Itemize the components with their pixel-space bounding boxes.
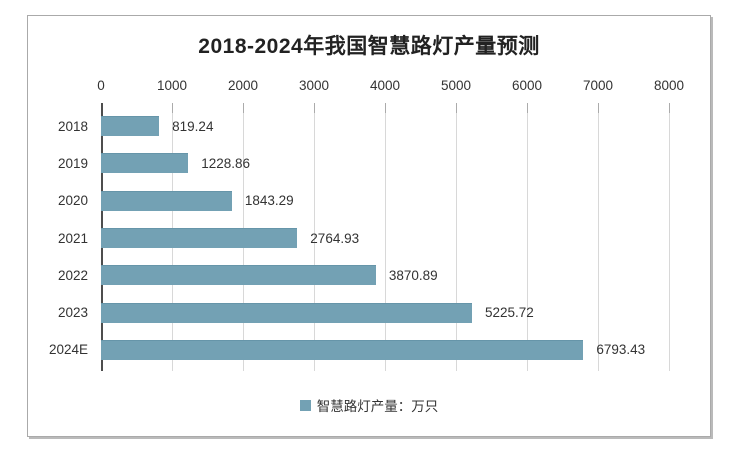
- chart-title: 2018-2024年我国智慧路灯产量预测: [198, 35, 540, 58]
- x-axis: 0 1000 2000 3000 4000 5000 6000 7000 8000: [97, 78, 684, 94]
- bar: [101, 153, 189, 174]
- gridline: [669, 103, 670, 371]
- value-label: 6793.43: [596, 342, 646, 358]
- bar-rows: 2018 819.24 2019 1228.86 2020 1843.29 2021 2764…: [49, 108, 669, 369]
- x-tick-label: 0: [97, 78, 105, 93]
- gridline: [456, 103, 457, 371]
- axis-tick: [172, 103, 173, 113]
- bar-row: 2023 5225.72: [58, 294, 669, 331]
- axis-tick: [598, 103, 599, 113]
- gridline: [527, 103, 528, 371]
- value-label: 5225.72: [485, 305, 534, 321]
- axis-tick: [314, 103, 315, 113]
- axis-tick: [456, 103, 457, 113]
- bar-row: 2019 1228.86: [58, 145, 669, 182]
- axis-tick: [527, 103, 528, 113]
- bar: [101, 228, 298, 249]
- category-label: 2022: [57, 267, 88, 283]
- x-tick-label: 6000: [511, 78, 543, 93]
- category-label: 2020: [57, 193, 88, 209]
- bar: [101, 190, 232, 211]
- legend-label: 智慧路灯产量：万只: [316, 399, 439, 414]
- x-tick-label: 8000: [653, 78, 685, 93]
- axis-tick: [669, 103, 670, 113]
- value-label: 3870.89: [388, 267, 438, 283]
- x-tick-label: 3000: [298, 78, 330, 93]
- value-label: 2764.93: [310, 230, 360, 246]
- bar-row: 2024E 6793.43: [49, 331, 669, 368]
- x-tick-label: 1000: [156, 78, 188, 93]
- axis-tick: [385, 103, 386, 113]
- category-label: 2018: [57, 118, 88, 134]
- gridline: [385, 103, 386, 371]
- gridline: [314, 103, 315, 371]
- bar: [101, 116, 160, 137]
- chart-frame: 2018-2024年我国智慧路灯产量预测 0 1000 2000 3000 4000 50…: [27, 15, 711, 437]
- category-label: 2024E: [48, 342, 88, 358]
- legend: 智慧路灯产量：万只: [28, 395, 710, 415]
- category-label: 2021: [57, 230, 88, 246]
- plot-area: 2018 819.24 2019 1228.86 2020 1843.29 2021 2764…: [49, 103, 670, 371]
- legend-marker-icon: [299, 399, 311, 411]
- bar-row: 2020 1843.29: [58, 182, 669, 219]
- category-label: 2023: [57, 305, 88, 321]
- bar-row: 2022 3870.89: [58, 257, 669, 294]
- x-tick-label: 7000: [582, 78, 614, 93]
- value-label: 1843.29: [244, 193, 294, 209]
- bar: [101, 339, 584, 360]
- x-tick-label: 4000: [369, 78, 401, 93]
- gridline: [598, 103, 599, 371]
- category-label: 2019: [57, 155, 88, 171]
- bar-row: 2018 819.24: [58, 108, 669, 145]
- bar-row: 2021 2764.93: [58, 219, 669, 256]
- axis-tick: [243, 103, 244, 113]
- x-tick-label: 5000: [440, 78, 472, 93]
- value-label: 819.24: [172, 118, 214, 134]
- bar: [101, 302, 473, 323]
- bar: [101, 265, 376, 286]
- value-label: 1228.86: [201, 155, 251, 171]
- x-tick-label: 2000: [227, 78, 259, 93]
